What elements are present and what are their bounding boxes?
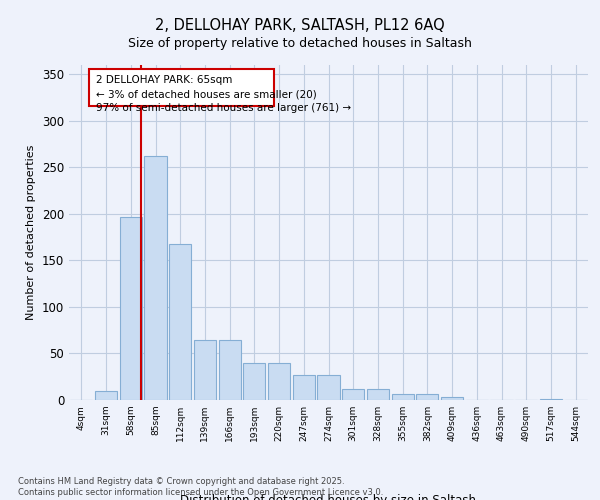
Text: Size of property relative to detached houses in Saltash: Size of property relative to detached ho… — [128, 38, 472, 51]
Bar — [416, 394, 439, 400]
Bar — [243, 363, 265, 400]
Bar — [268, 363, 290, 400]
Bar — [218, 340, 241, 400]
Bar — [392, 394, 414, 400]
Text: 2, DELLOHAY PARK, SALTASH, PL12 6AQ: 2, DELLOHAY PARK, SALTASH, PL12 6AQ — [155, 18, 445, 32]
Bar — [169, 244, 191, 400]
Bar — [317, 375, 340, 400]
X-axis label: Distribution of detached houses by size in Saltash: Distribution of detached houses by size … — [181, 494, 476, 500]
Bar — [95, 390, 117, 400]
Bar — [540, 399, 562, 400]
Bar — [342, 389, 364, 400]
Bar — [367, 389, 389, 400]
Text: 2 DELLOHAY PARK: 65sqm
← 3% of detached houses are smaller (20)
97% of semi-deta: 2 DELLOHAY PARK: 65sqm ← 3% of detached … — [96, 75, 352, 113]
Y-axis label: Number of detached properties: Number of detached properties — [26, 145, 37, 320]
Bar — [441, 397, 463, 400]
Bar — [119, 216, 142, 400]
FancyBboxPatch shape — [89, 68, 274, 106]
Bar — [145, 156, 167, 400]
Bar — [194, 340, 216, 400]
Bar — [293, 375, 315, 400]
Text: Contains HM Land Registry data © Crown copyright and database right 2025.
Contai: Contains HM Land Registry data © Crown c… — [18, 478, 383, 497]
